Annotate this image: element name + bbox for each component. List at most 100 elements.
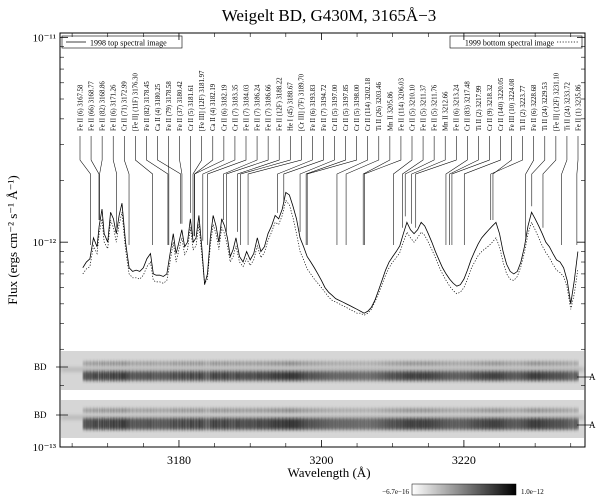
strip-core-segment — [250, 371, 255, 381]
strip-upper-segment — [233, 361, 237, 366]
strip-core-segment — [307, 418, 312, 430]
strip-core-segment — [335, 418, 340, 430]
strip-core-segment — [224, 371, 229, 381]
line-id-leader — [283, 136, 324, 204]
strip-upper-segment — [374, 408, 380, 413]
line-id-leader — [463, 136, 501, 245]
line-id-leader — [305, 136, 346, 245]
strip-core-segment — [549, 371, 554, 381]
line-id-label: Fe II (66) 3168.77 — [88, 81, 95, 131]
y-tick-label: 10⁻¹² — [33, 237, 57, 249]
strip-upper-segment — [239, 408, 244, 413]
strip-upper-segment — [146, 361, 152, 366]
strip-core-segment — [428, 418, 433, 430]
strip-core-segment — [239, 418, 244, 430]
strip-upper-segment — [218, 408, 223, 413]
line-id-leader — [490, 136, 523, 220]
strip-core-segment — [488, 371, 493, 381]
strip-upper-segment — [150, 361, 154, 366]
strip-core-segment — [357, 371, 362, 381]
strip-upper-segment — [552, 361, 558, 366]
strip-upper-segment — [545, 361, 550, 366]
strip-core-segment — [119, 418, 123, 430]
strip-core-segment — [296, 371, 301, 381]
strip-upper-segment — [485, 408, 490, 413]
strip-core-segment — [353, 371, 358, 381]
strip-upper-segment — [275, 408, 280, 413]
strip-upper-segment — [406, 408, 412, 413]
strip-core-segment — [184, 371, 189, 381]
strip-upper-segment — [531, 408, 536, 413]
strip-core-segment — [570, 418, 575, 430]
strip-core-segment — [531, 371, 536, 381]
strip-upper-segment — [488, 361, 493, 366]
line-id-label: Fe II (6) 3171.26 — [111, 84, 118, 131]
strip-core-segment — [342, 418, 347, 430]
strip-upper-segment — [110, 408, 115, 413]
strip-core-segment — [216, 371, 220, 381]
strip-bd-label: BD — [34, 410, 47, 420]
strip-upper-segment — [456, 408, 461, 413]
strip-upper-segment — [196, 361, 200, 366]
strip-upper-segment — [392, 408, 397, 413]
strip-upper-segment — [449, 408, 454, 413]
strip-upper-segment — [190, 408, 194, 413]
strip-core-segment — [89, 418, 95, 430]
strip-core-segment — [121, 371, 127, 381]
line-id-label: Ti II (26) 3203.46 — [376, 82, 383, 131]
strip-core-segment — [296, 418, 301, 430]
strip-upper-segment — [503, 408, 508, 413]
strip-faint-band — [61, 367, 584, 372]
strip-core-segment — [317, 418, 323, 430]
strip-core-segment — [406, 418, 412, 430]
line-id-label: Cr II (5) 3198.00 — [354, 84, 361, 131]
line-id-leader — [531, 136, 546, 207]
strip-core-segment — [207, 371, 211, 381]
strip-upper-segment — [535, 361, 540, 366]
strip-upper-segment — [289, 361, 294, 366]
line-id-label: Cr II (140) 3220.05 — [498, 77, 505, 131]
strip-core-segment — [374, 371, 380, 381]
strip-upper-segment — [342, 361, 347, 366]
strip-upper-segment — [196, 408, 200, 413]
strip-upper-segment — [339, 361, 344, 366]
strip-core-segment — [187, 371, 191, 381]
strip-core-segment — [181, 371, 186, 381]
strip-core-segment — [153, 418, 157, 430]
line-id-leader — [157, 136, 182, 224]
line-id-label: Cr II (5) 3197.00 — [332, 84, 339, 131]
strip-upper-segment — [403, 361, 408, 366]
strip-core-segment — [129, 371, 134, 381]
strip-core-segment — [556, 371, 561, 381]
line-id-label: Cr II (7) 3183.35 — [232, 84, 239, 131]
strip-core-segment — [417, 418, 422, 430]
strip-upper-segment — [278, 408, 283, 413]
strip-upper-segment — [159, 361, 164, 366]
strip-upper-segment — [381, 361, 387, 366]
legend-left-label: 1998 top spectral image — [90, 39, 167, 48]
strip-upper-segment — [435, 361, 440, 366]
strip-core-segment — [335, 371, 340, 381]
strip-core-segment — [218, 418, 223, 430]
line-id-leader — [123, 136, 130, 245]
strip-core-segment — [243, 418, 248, 430]
strip-upper-segment — [82, 361, 87, 366]
strip-upper-segment — [471, 408, 476, 413]
strip-core-segment — [381, 371, 387, 381]
strip-upper-segment — [481, 408, 486, 413]
strip-upper-segment — [243, 408, 248, 413]
strip-upper-segment — [495, 408, 501, 413]
strip-core-segment — [292, 418, 298, 430]
strip-core-segment — [424, 371, 429, 381]
strip-upper-segment — [207, 408, 211, 413]
strip-core-segment — [396, 371, 401, 381]
strip-upper-segment — [132, 408, 137, 413]
strip-upper-segment — [442, 361, 447, 366]
strip-core-segment — [163, 418, 168, 430]
line-id-label: Cr II (83) 3217.48 — [465, 81, 472, 131]
strip-upper-segment — [574, 408, 579, 413]
strip-core-segment — [253, 371, 258, 381]
strip-core-segment — [403, 418, 408, 430]
strip-upper-segment — [132, 361, 137, 366]
strip-core-segment — [156, 418, 161, 430]
